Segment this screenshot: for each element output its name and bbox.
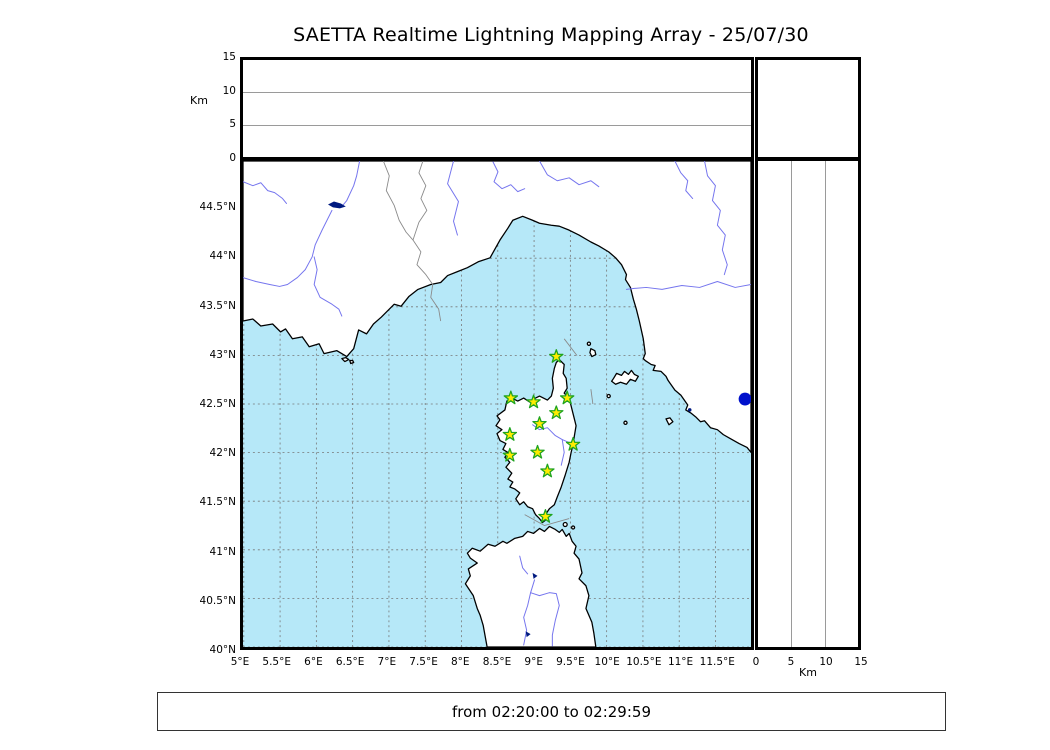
- station-star-marker: [538, 509, 553, 523]
- station-star-marker: [503, 390, 519, 405]
- lon-tick-label: 11°E: [667, 656, 694, 668]
- maddalena-islet-2: [570, 525, 576, 530]
- station-star-marker: [526, 394, 541, 409]
- river-topright-2: [704, 161, 728, 276]
- station-star-marker: [549, 405, 564, 420]
- lon-tick-label: 7°E: [377, 656, 397, 668]
- lake-sardinia-2: [525, 631, 531, 638]
- lat-tick-label: 42.5°N: [199, 398, 236, 410]
- altitude-tick-label: 5: [229, 118, 236, 131]
- giglio-island: [665, 417, 674, 426]
- lat-tick-label: 44°N: [209, 250, 236, 263]
- lat-tick-label: 41°N: [209, 545, 236, 558]
- time-range-text: from 02:20:00 to 02:29:59: [451, 702, 651, 721]
- sardinia-coastline: [464, 525, 597, 647]
- lagoon-orbetello: [687, 408, 692, 412]
- lon-tick-label: 10°E: [594, 656, 620, 668]
- lon-tick-label: 9°E: [524, 656, 543, 668]
- lon-tick-label: 6.5°E: [335, 656, 365, 668]
- altitude-tick-label: 15: [222, 51, 236, 63]
- lon-tick-label: 8°E: [450, 656, 470, 668]
- river-topright-1: [674, 161, 694, 200]
- right-km-tick-label: 5: [787, 656, 795, 668]
- lat-tick-label: 40°N: [209, 644, 236, 656]
- lat-tick-label: 41.5°N: [199, 496, 236, 509]
- river-durance-branch: [313, 256, 343, 317]
- right-km-tick-label: 0: [752, 656, 760, 668]
- lake-serre-poncon: [327, 201, 346, 209]
- altitude-tick-label: 0: [229, 152, 236, 164]
- lon-tick-label: 10.5°E: [626, 656, 662, 668]
- river-durance-upper: [341, 161, 361, 207]
- altitude-axis-km-label: Km: [190, 94, 208, 107]
- station-star-marker: [502, 427, 518, 441]
- lat-tick-label: 43.5°N: [199, 299, 236, 312]
- toulon-islets: [341, 356, 355, 365]
- mediterranean-map: [243, 161, 751, 647]
- time-range-box: from 02:20:00 to 02:29:59: [157, 692, 946, 731]
- river-var: [447, 161, 459, 236]
- lon-tick-label: 5°E: [230, 656, 250, 668]
- altitude-gridline-10km: [243, 92, 751, 94]
- lake-bolsena-dot: [738, 392, 751, 406]
- giraglia-islet: [586, 341, 592, 346]
- capraia-island: [589, 348, 597, 358]
- lat-tick-label: 40.5°N: [199, 594, 236, 607]
- river-po-trib-2: [539, 161, 600, 188]
- altitude-gridline-5km: [243, 124, 751, 126]
- river-durance: [243, 209, 333, 287]
- lon-tick-label: 9.5°E: [556, 656, 585, 668]
- river-golo-branch: [560, 439, 565, 466]
- altitude-latitude-panel: [755, 158, 861, 650]
- station-star-marker: [565, 436, 581, 451]
- border-branch: [412, 161, 428, 241]
- river-po-trib-1: [492, 161, 526, 193]
- lightning-stations: [502, 349, 581, 523]
- lon-tick-label: 11.5°E: [699, 656, 735, 668]
- station-star-marker: [532, 416, 547, 430]
- lon-tick-label: 7.5°E: [409, 656, 438, 668]
- altitude-gridline-5km-v: [791, 161, 793, 647]
- lat-tick-label: 42°N: [209, 447, 236, 460]
- lat-tick-label: 43°N: [209, 348, 236, 361]
- river-sardinia-branch: [530, 592, 560, 647]
- lon-tick-label: 6°E: [304, 656, 323, 668]
- altitude-gridline-10km-v: [824, 161, 826, 647]
- altitude-tick-label: 10: [222, 84, 236, 97]
- lat-tick-label: 44.5°N: [199, 201, 236, 214]
- maritime-line-bonifacio: [524, 514, 570, 526]
- page-title: SAETTA Realtime Lightning Mapping Array …: [293, 24, 809, 46]
- river-arno: [625, 281, 751, 290]
- pianosa-islet: [606, 393, 611, 399]
- altitude-longitude-panel: [240, 57, 754, 160]
- maritime-line-capcorse: [563, 338, 578, 356]
- maddalena-islet: [562, 521, 568, 528]
- station-star-marker: [530, 444, 545, 459]
- mainland-coastline: [243, 161, 751, 454]
- station-star-marker: [540, 463, 555, 478]
- france-italy-border: [382, 161, 442, 322]
- elba-island: [611, 369, 639, 385]
- right-axis-km-label: Km: [799, 666, 817, 679]
- station-star-marker: [502, 447, 518, 462]
- corner-box: [755, 57, 861, 160]
- lon-tick-label: 8.5°E: [482, 656, 512, 668]
- lake-sardinia-1: [532, 572, 538, 579]
- station-star-marker: [549, 349, 564, 363]
- lon-tick-label: 5.5°E: [262, 656, 291, 668]
- river-sardinia-1: [519, 555, 529, 575]
- montecristo-islet: [623, 420, 628, 425]
- right-km-tick-label: 15: [854, 656, 868, 668]
- river-topleft: [243, 181, 287, 204]
- right-km-tick-label: 10: [819, 656, 833, 668]
- map-panel: [240, 158, 754, 650]
- maritime-line-east: [590, 389, 594, 405]
- station-star-marker: [559, 390, 575, 405]
